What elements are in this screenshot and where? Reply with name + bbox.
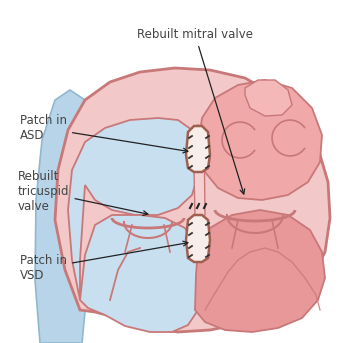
- Polygon shape: [186, 126, 210, 172]
- Polygon shape: [198, 80, 322, 200]
- Polygon shape: [35, 90, 92, 343]
- Polygon shape: [245, 80, 292, 116]
- Polygon shape: [68, 118, 198, 300]
- Text: Rebuilt mitral valve: Rebuilt mitral valve: [137, 28, 253, 194]
- Text: Patch in
VSD: Patch in VSD: [20, 241, 188, 282]
- Polygon shape: [195, 210, 325, 332]
- Polygon shape: [193, 125, 205, 218]
- Polygon shape: [55, 68, 330, 332]
- Text: Rebuilt
tricuspid
valve: Rebuilt tricuspid valve: [18, 170, 148, 215]
- Polygon shape: [80, 215, 198, 332]
- Polygon shape: [186, 215, 210, 262]
- Text: Patch in
ASD: Patch in ASD: [20, 114, 188, 153]
